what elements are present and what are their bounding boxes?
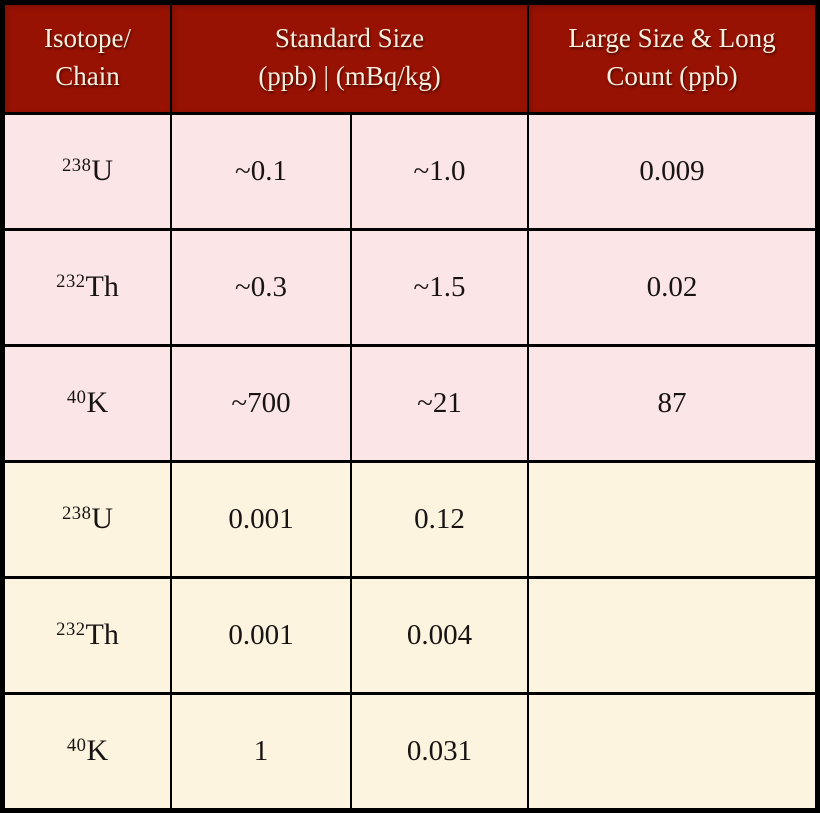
cell-large-count [527,460,817,578]
isotope-element: U [91,502,114,535]
cell-large-count [527,576,817,694]
cell-isotope: 40K [3,692,172,810]
cell-isotope: 232Th [3,576,172,694]
cell-isotope: 238U [3,112,172,230]
cell-standard-ppb: 0.001 [170,460,352,578]
isotope-mass: 238 [61,155,92,177]
cell-large-count: 0.02 [527,228,817,346]
isotope-mass: 232 [56,271,86,293]
cell-standard-mbq: ~1.5 [349,228,530,346]
isotope-mass: 238 [61,503,92,525]
isotope-element: Th [85,270,119,303]
cell-standard-ppb: ~700 [170,344,352,462]
header-row: Isotope/ Chain Standard Size (ppb) | (mB… [3,3,817,114]
isotope-element: K [86,386,109,419]
cell-standard-ppb: ~0.1 [170,112,352,230]
isotope-element: Th [85,618,119,651]
cell-isotope: 238U [3,460,172,578]
cell-standard-mbq: 0.004 [349,576,530,694]
header-standard-size: Standard Size (ppb) | (mBq/kg) [169,3,530,114]
cell-isotope: 232Th [3,228,172,346]
table-row-large-u238: 238U 0.001 0.12 [3,460,817,578]
table-row-standard-k40: 40K ~700 ~21 87 [3,344,817,462]
cell-standard-mbq: ~1.0 [349,112,530,230]
cell-standard-ppb: 0.001 [170,576,352,694]
table-row-standard-th232: 232Th ~0.3 ~1.5 0.02 [3,228,817,346]
header-isotope-chain: Isotope/ Chain [3,3,172,114]
table-row-large-th232: 232Th 0.001 0.004 [3,576,817,694]
cell-standard-mbq: 0.12 [349,460,530,578]
isotope-element: U [91,154,114,187]
isotope-mass: 40 [66,387,87,409]
isotope-mass: 40 [66,735,87,757]
table-row-standard-u238: 238U ~0.1 ~1.0 0.009 [3,112,817,230]
cell-standard-ppb: 1 [170,692,352,810]
cell-standard-mbq: 0.031 [349,692,530,810]
cell-large-count: 0.009 [527,112,817,230]
cell-standard-mbq: ~21 [349,344,530,462]
header-large-size-long-count: Large Size & Long Count (ppb) [527,3,817,114]
radiopurity-table: Isotope/ Chain Standard Size (ppb) | (mB… [3,3,817,810]
isotope-element: K [86,734,109,768]
cell-isotope: 40K [3,344,172,462]
cell-large-count [527,692,817,810]
cell-standard-ppb: ~0.3 [170,228,352,346]
isotope-mass: 232 [56,619,86,641]
table-row-large-k40: 40K 1 0.031 [3,692,817,810]
cell-large-count: 87 [527,344,817,462]
